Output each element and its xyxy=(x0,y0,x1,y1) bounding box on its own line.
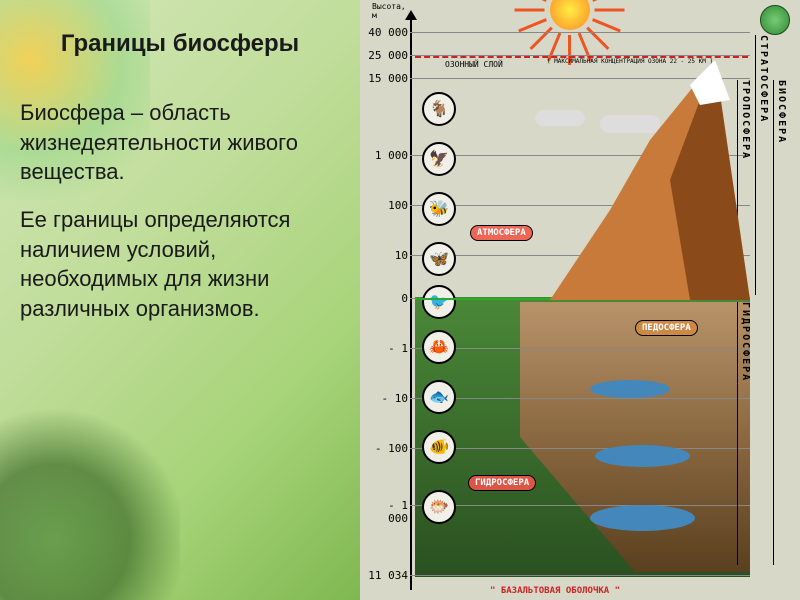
organism-goat-icon: 🐐 xyxy=(422,92,456,126)
organism-fish1-icon: 🐟 xyxy=(422,380,456,414)
y-axis-arrow xyxy=(405,10,417,20)
gridline xyxy=(410,55,750,56)
sphere-label: ПЕДОСФЕРА xyxy=(635,320,698,336)
y-tick-label: - 100 xyxy=(364,442,408,455)
y-tick-label: 15 000 xyxy=(364,72,408,85)
paragraph-2: Ее границы определяются наличием условий… xyxy=(20,205,340,324)
organism-eagle-icon: 🦅 xyxy=(422,142,456,176)
gridline xyxy=(410,348,750,349)
vertical-label: СТРАТОСФЕРА xyxy=(758,35,769,295)
organism-bee-icon: 🐝 xyxy=(422,192,456,226)
water-body xyxy=(590,380,670,398)
sphere-label: ГИДРОСФЕРА xyxy=(468,475,536,491)
slide-title: Границы биосферы xyxy=(20,30,340,58)
globe-icon xyxy=(760,5,790,35)
y-tick-label: 100 xyxy=(364,199,408,212)
y-tick-label: 10 xyxy=(364,249,408,262)
gridline xyxy=(410,32,750,33)
y-tick-label: 1 000 xyxy=(364,149,408,162)
y-tick-label: 0 xyxy=(364,292,408,305)
body-text: Биосфера – область жизнедеятельности жив… xyxy=(20,98,340,324)
organism-deep-fish-icon: 🐡 xyxy=(422,490,456,524)
water-body xyxy=(590,505,695,531)
gridline xyxy=(410,448,750,449)
text-panel: Границы биосферы Биосфера – область жизн… xyxy=(0,0,360,600)
organism-crab-icon: 🦀 xyxy=(422,330,456,364)
organism-bird-icon: 🐦 xyxy=(422,285,456,319)
sphere-label: АТМОСФЕРА xyxy=(470,225,533,241)
gridline xyxy=(410,505,750,506)
biosphere-diagram: Высота, м ОЗОННЫЙ СЛОЙ ( МАКСИМАЛЬНАЯ КО… xyxy=(360,0,800,600)
mountain-shape xyxy=(550,60,750,300)
sun-icon xyxy=(510,0,630,30)
paragraph-1: Биосфера – область жизнедеятельности жив… xyxy=(20,98,340,187)
organism-fish2-icon: 🐠 xyxy=(422,430,456,464)
y-axis-label: Высота, м xyxy=(372,2,406,20)
gridline xyxy=(410,575,750,576)
vertical-label: ГИДРОСФЕРА xyxy=(740,302,751,565)
ozone-label-left: ОЗОННЫЙ СЛОЙ xyxy=(445,60,503,69)
y-tick-label: 11 034 xyxy=(364,569,408,582)
organism-butterfly-icon: 🦋 xyxy=(422,242,456,276)
basalt-label: " БАЗАЛЬТОВАЯ ОБОЛОЧКА " xyxy=(490,586,620,596)
vertical-label: БИОСФЕРА xyxy=(776,80,787,565)
water-body xyxy=(595,445,690,467)
y-tick-label: - 1 xyxy=(364,342,408,355)
y-tick-label: - 10 xyxy=(364,392,408,405)
y-tick-label: - 1 000 xyxy=(364,499,408,525)
gridline xyxy=(410,398,750,399)
y-tick-label: 40 000 xyxy=(364,26,408,39)
y-tick-label: 25 000 xyxy=(364,49,408,62)
